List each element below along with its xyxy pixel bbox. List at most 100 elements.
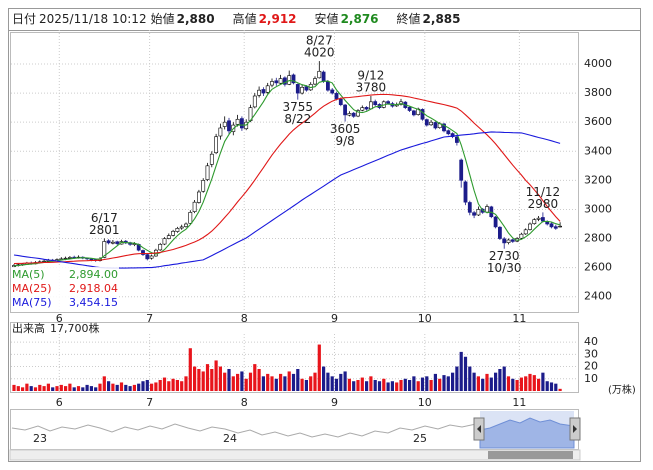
volume-bar [330, 376, 334, 391]
volume-bar [304, 380, 308, 391]
candle-body [115, 241, 120, 244]
candle-body [536, 217, 541, 220]
volume-bar [51, 387, 55, 391]
y-tick-label: 20 [584, 360, 598, 373]
candle-body [227, 120, 231, 132]
volume-bar [16, 386, 20, 391]
volume-bar [425, 376, 429, 391]
volume-bar [468, 366, 472, 391]
volume-bar [266, 373, 270, 391]
candle-body [184, 223, 188, 227]
volume-bar [313, 372, 317, 391]
candle-body [549, 223, 554, 228]
candle-body [235, 118, 240, 125]
volume-bar [403, 378, 407, 391]
candle-body [424, 119, 429, 126]
candle-body [102, 241, 107, 258]
volume-bar [377, 381, 382, 391]
candle-body [188, 212, 193, 224]
volume-bar [253, 364, 257, 391]
y-tick-label: 3800 [584, 86, 612, 99]
candle-body [313, 78, 317, 85]
x-tick-label: 7 [146, 312, 153, 325]
candle-body [166, 235, 171, 239]
candle-body [145, 254, 150, 260]
candle-body [450, 133, 455, 138]
candle-body [240, 118, 244, 129]
candle-body [300, 86, 305, 94]
volume-bar [25, 383, 29, 391]
moving-average-line [13, 80, 561, 267]
candle-body [356, 110, 360, 117]
volume-bar [451, 372, 455, 391]
volume-bar [42, 386, 46, 391]
volume-bar [558, 388, 562, 391]
volume-bar [141, 381, 145, 391]
candle-body [317, 70, 322, 79]
volume-bar [68, 383, 72, 391]
volume-bar [180, 381, 184, 391]
volume-bar [528, 373, 532, 391]
volume-bar [227, 369, 231, 391]
volume-bar [502, 366, 506, 391]
volume-bar [549, 382, 554, 391]
candle-body [476, 209, 481, 216]
candle-body [162, 238, 167, 245]
volume-bar [390, 381, 394, 391]
volume-bar [55, 386, 59, 391]
annotation-value: 3755 [283, 100, 314, 114]
volume-bar [309, 376, 313, 391]
candle-body [171, 230, 176, 236]
volume-title-text: 出来高 [12, 321, 45, 335]
candle-body [209, 153, 214, 165]
volume-bar [498, 369, 502, 391]
volume-bar [214, 360, 218, 391]
scrollbar[interactable] [9, 449, 581, 461]
volume-bar [94, 387, 98, 391]
x-tick-label: 10 [418, 396, 432, 409]
candle-body [343, 104, 348, 116]
volume-bar [519, 377, 523, 391]
date: 2025/11/18 10:12 [39, 12, 147, 26]
annotation-date: 9/12 [357, 69, 384, 83]
legend-value: 2,918.04 [69, 282, 118, 295]
candle-body [321, 71, 326, 82]
candle-body [454, 136, 459, 143]
volume-bar [81, 387, 85, 391]
navigator-label: 24 [223, 432, 237, 445]
volume-bar [485, 373, 489, 391]
volume-bar [158, 380, 162, 391]
volume-bar [218, 366, 222, 391]
candle-body [338, 98, 343, 106]
candle-body [265, 85, 270, 93]
volume-bar [511, 378, 515, 391]
volume-bar [433, 373, 437, 391]
volume-bar [472, 372, 476, 391]
candle-body [446, 130, 451, 135]
scrollbar-thumb[interactable] [488, 451, 573, 459]
volume-bar [322, 366, 326, 391]
low: 2,876 [341, 12, 379, 26]
volume-bar [240, 371, 244, 391]
volume-bar [162, 377, 167, 391]
candle-body [68, 257, 72, 259]
volume-bar [537, 378, 541, 391]
candle-body [463, 181, 468, 203]
volume-bar [554, 383, 558, 391]
volume-bar [59, 384, 63, 391]
volume-bar [124, 384, 128, 391]
volume-bar [171, 378, 175, 391]
y-tick-label: 3200 [584, 173, 612, 186]
candle-body [111, 241, 115, 244]
volume-bar [412, 376, 416, 391]
volume-bar [89, 386, 93, 391]
y-tick-label: 2400 [584, 290, 612, 303]
annotation-value: 2730 [489, 249, 520, 263]
volume-bar [236, 373, 240, 391]
volume-bar [154, 382, 158, 391]
candle-body [252, 95, 257, 108]
legend-value: 3,454.15 [69, 296, 118, 309]
navigator-label: 25 [413, 432, 427, 445]
volume-title: 出来高 17,700株 [12, 321, 100, 335]
volume-bar [481, 378, 485, 391]
